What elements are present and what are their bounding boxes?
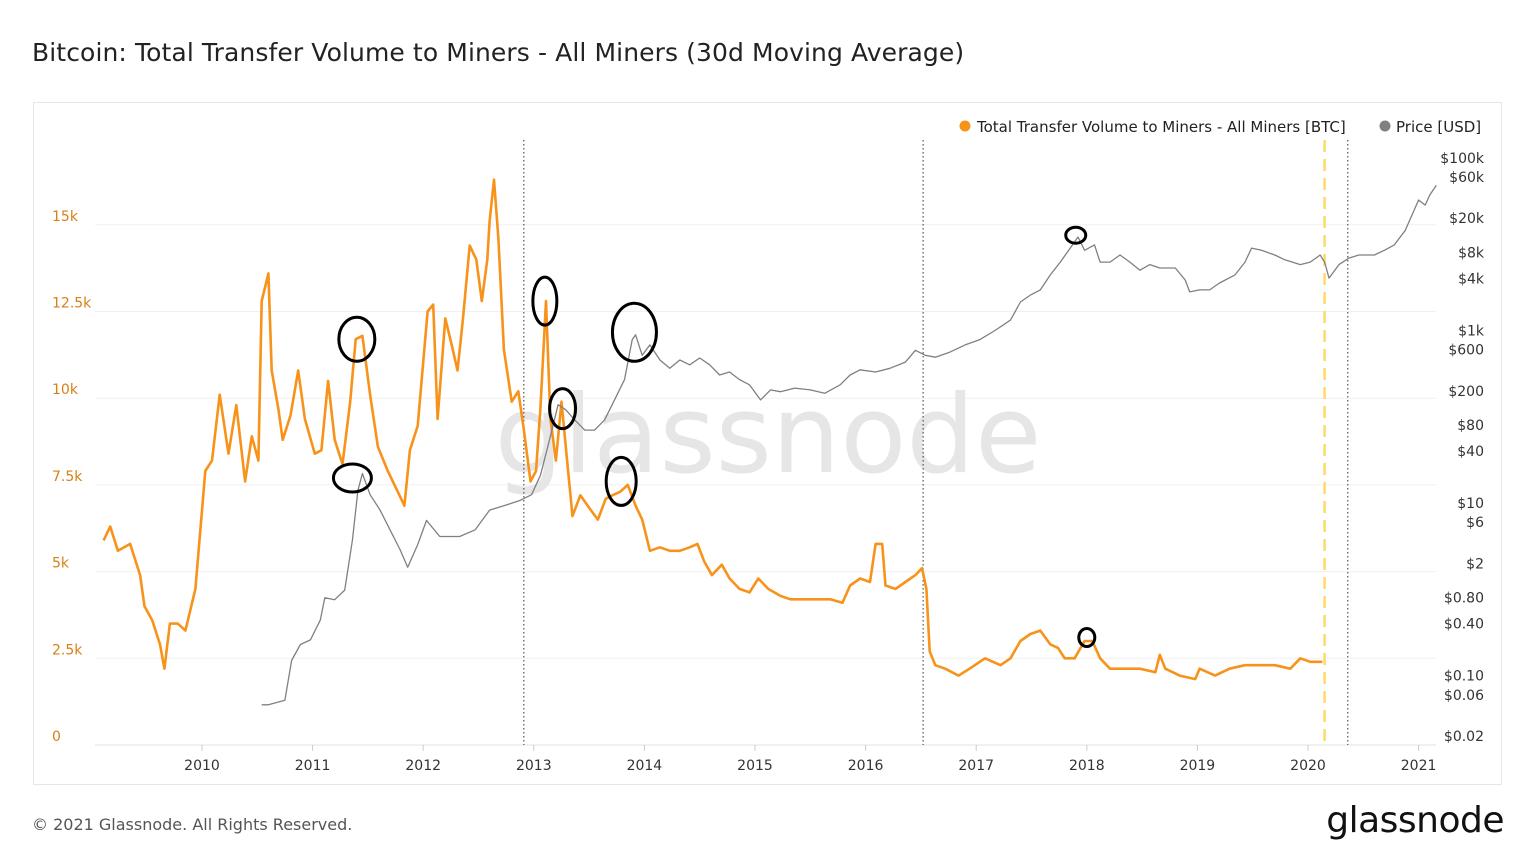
legend-volume-dot (959, 120, 971, 132)
annotation-circle (531, 275, 559, 327)
right-axis-tick-label: $0.02 (1444, 729, 1484, 745)
x-axis-tick-label: 2021 (1401, 758, 1437, 774)
x-axis-tick-label: 2013 (516, 758, 552, 774)
annotation-circle (610, 301, 658, 363)
right-axis-tick-label: $40 (1457, 444, 1484, 460)
x-axis-tick-label: 2018 (1069, 758, 1105, 774)
right-axis-tick-label: $0.80 (1444, 591, 1484, 607)
annotation-circle (604, 455, 638, 507)
x-axis-tick-label: 2014 (627, 758, 663, 774)
annotation-circle (1077, 626, 1097, 648)
annotation-circle (548, 387, 578, 431)
right-axis-tick-label: $4k (1458, 272, 1485, 288)
annotation-circle (337, 315, 377, 363)
right-axis-tick-label: $60k (1449, 170, 1485, 186)
chart-title: Bitcoin: Total Transfer Volume to Miners… (32, 38, 965, 67)
copyright-footer: © 2021 Glassnode. All Rights Reserved. (32, 815, 353, 834)
annotation-circle (1064, 225, 1088, 245)
watermark: glassnode (495, 373, 1042, 498)
volume-series-line (102, 178, 1323, 681)
price-series-line (261, 185, 1437, 706)
right-axis-tick-label: $0.10 (1444, 669, 1484, 685)
right-axis-tick-label: $0.40 (1444, 617, 1484, 633)
right-axis-tick-label: $0.06 (1444, 688, 1484, 704)
legend-price-dot (1379, 120, 1391, 132)
right-axis-tick-label: $600 (1448, 343, 1484, 359)
chart-frame (33, 102, 1502, 785)
x-axis-tick-label: 2017 (958, 758, 994, 774)
right-axis-tick-label: $10 (1457, 496, 1484, 512)
annotation-circle (331, 462, 373, 494)
right-axis-tick-label: $100k (1440, 151, 1485, 167)
x-axis-tick-label: 2015 (737, 758, 773, 774)
right-axis-tick-label: $2 (1466, 556, 1484, 572)
left-axis-tick-label: 12.5k (52, 296, 92, 312)
right-axis-tick-label: $80 (1457, 418, 1484, 434)
legend-volume-label: Total Transfer Volume to Miners - All Mi… (976, 118, 1346, 136)
left-axis-tick-label: 7.5k (52, 469, 83, 485)
x-axis-tick-label: 2020 (1290, 758, 1326, 774)
right-axis-tick-label: $200 (1448, 384, 1484, 400)
x-axis-tick-label: 2010 (184, 758, 220, 774)
left-axis-tick-label: 10k (52, 382, 79, 398)
right-axis-tick-label: $20k (1449, 211, 1485, 227)
glassnode-logo[interactable]: glassnode (1326, 800, 1504, 841)
right-axis-tick-label: $1k (1458, 323, 1485, 339)
left-axis-tick-label: 5k (52, 556, 70, 572)
x-axis-tick-label: 2016 (848, 758, 884, 774)
right-axis-tick-label: $6 (1466, 515, 1484, 531)
left-axis-tick-label: 2.5k (52, 642, 83, 658)
left-axis-tick-label: 15k (52, 209, 79, 225)
left-axis-tick-label: 0 (52, 729, 61, 745)
x-axis-tick-label: 2012 (405, 758, 441, 774)
legend-price-label: Price [USD] (1396, 118, 1481, 136)
x-axis-tick-label: 2019 (1180, 758, 1216, 774)
right-axis-tick-label: $8k (1458, 246, 1485, 262)
x-axis-tick-label: 2011 (295, 758, 331, 774)
